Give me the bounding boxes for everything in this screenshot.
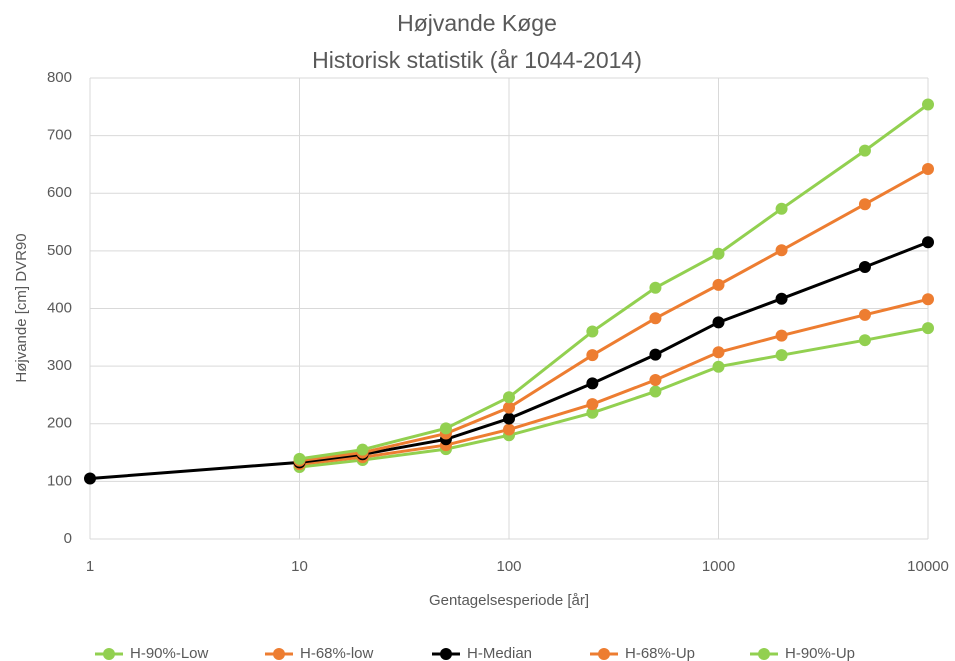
data-point [649, 348, 662, 361]
y-tick-label: 100 [47, 472, 72, 489]
data-point [922, 163, 934, 176]
x-tick-label: 10 [291, 558, 308, 575]
data-point [858, 334, 871, 347]
data-point [712, 346, 725, 359]
legend-marker [758, 648, 770, 660]
legend-marker [103, 648, 115, 660]
y-tick-label: 400 [47, 299, 72, 316]
series-line [299, 297, 929, 466]
data-point [503, 423, 515, 436]
data-point [922, 98, 934, 111]
data-point [712, 360, 725, 373]
data-point [858, 198, 871, 211]
y-tick-label: 0 [64, 530, 72, 547]
y-tick-label: 600 [47, 184, 72, 201]
chart-title: Højvande Køge [397, 10, 557, 36]
data-point [775, 292, 788, 305]
y-axis-label: Højvande [cm] DVR90 [13, 233, 30, 382]
data-point [922, 236, 934, 249]
data-point [649, 281, 662, 294]
chart-subtitle: Historisk statistik (år 1044-2014) [312, 47, 642, 73]
data-point [649, 385, 662, 398]
data-point [712, 247, 725, 260]
series-line [299, 167, 929, 463]
data-point [922, 322, 934, 335]
x-tick-label: 1 [86, 558, 94, 575]
data-point [503, 412, 515, 425]
data-point [649, 312, 662, 325]
data-point [586, 377, 599, 390]
data-point [586, 406, 599, 419]
data-point [439, 422, 452, 435]
x-tick-label: 100 [496, 558, 521, 575]
series-line [299, 103, 929, 461]
data-point [858, 308, 871, 321]
legend-marker [598, 648, 610, 660]
data-point [712, 278, 725, 291]
data-point [586, 325, 599, 338]
x-axis-label: Gentagelsesperiode [år] [429, 592, 589, 609]
y-tick-label: 500 [47, 242, 72, 259]
data-point [712, 316, 725, 329]
legend-label: H-Median [467, 645, 532, 661]
data-point [356, 443, 369, 456]
data-point [775, 329, 788, 342]
legend-label: H-90%-Up [785, 645, 855, 661]
y-tick-label: 200 [47, 415, 72, 432]
data-point [503, 401, 515, 414]
data-point [775, 202, 788, 215]
y-tick-label: 300 [47, 357, 72, 374]
legend-label: H-68%-Up [625, 645, 695, 661]
data-point [503, 391, 515, 404]
data-point [649, 373, 662, 386]
series-line [299, 326, 929, 469]
legend-label: H-68%-low [300, 645, 374, 661]
data-point [858, 261, 871, 274]
data-point [775, 244, 788, 257]
legend-marker [273, 648, 285, 660]
data-point [586, 398, 599, 411]
y-tick-label: 800 [47, 69, 72, 86]
data-point [858, 144, 871, 157]
data-point [84, 472, 96, 485]
data-point [922, 293, 934, 306]
legend-label: H-90%-Low [130, 645, 209, 661]
x-tick-label: 1000 [702, 558, 735, 575]
data-point [775, 349, 788, 362]
y-tick-label: 700 [47, 127, 72, 144]
data-point [293, 452, 306, 465]
legend-marker [440, 648, 452, 660]
x-tick-label: 10000 [907, 558, 949, 575]
data-point [586, 349, 599, 362]
